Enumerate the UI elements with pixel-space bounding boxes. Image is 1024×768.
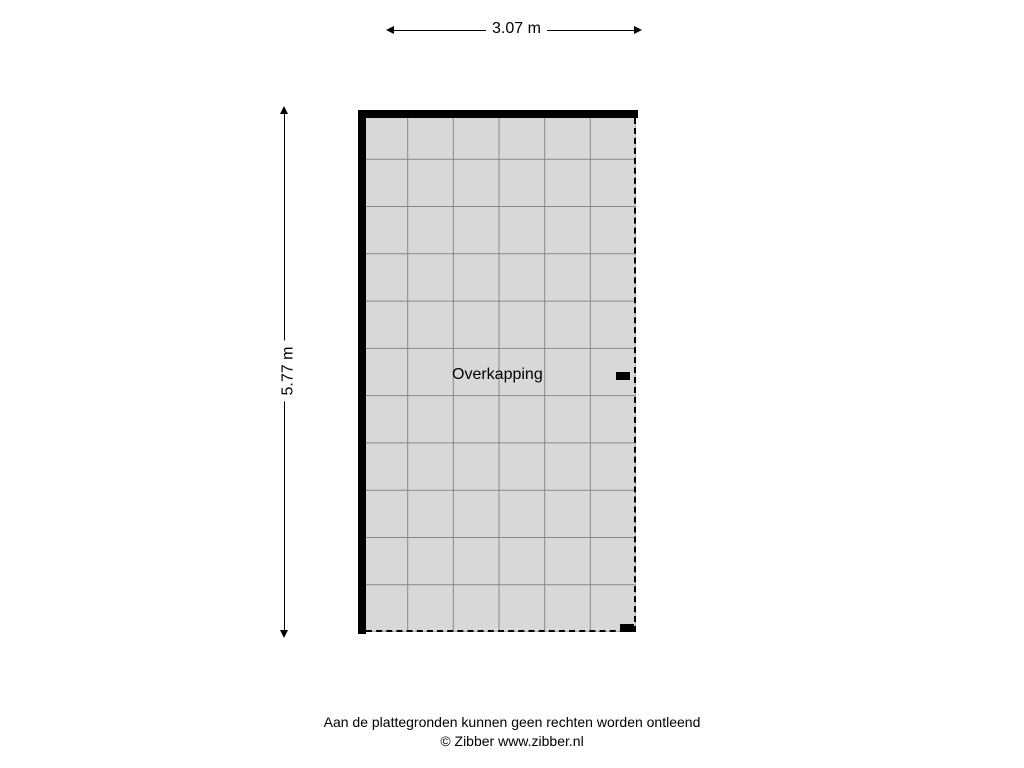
wall-top [358,110,638,118]
footer: Aan de plattegronden kunnen geen rechten… [0,713,1024,752]
dim-height-arrow-top [280,106,288,114]
wall-left [358,110,366,634]
bottom-right-marker [620,624,634,632]
footer-line1: Aan de plattegronden kunnen geen rechten… [0,713,1024,733]
dim-width-label: 3.07 m [486,20,547,38]
dim-width-arrow-right [634,26,642,34]
floorplan-canvas: Overkapping 3.07 m 5.77 m Aan de platteg… [0,0,1024,768]
dim-height-arrow-bottom [280,630,288,638]
dim-height-label: 5.77 m [279,341,297,402]
room-label: Overkapping [452,366,543,384]
footer-line2: © Zibber www.zibber.nl [0,732,1024,752]
dim-width-arrow-left [386,26,394,34]
wall-right-dashed [634,118,636,632]
wall-bottom-dashed [366,630,636,632]
right-mid-marker [616,372,630,380]
